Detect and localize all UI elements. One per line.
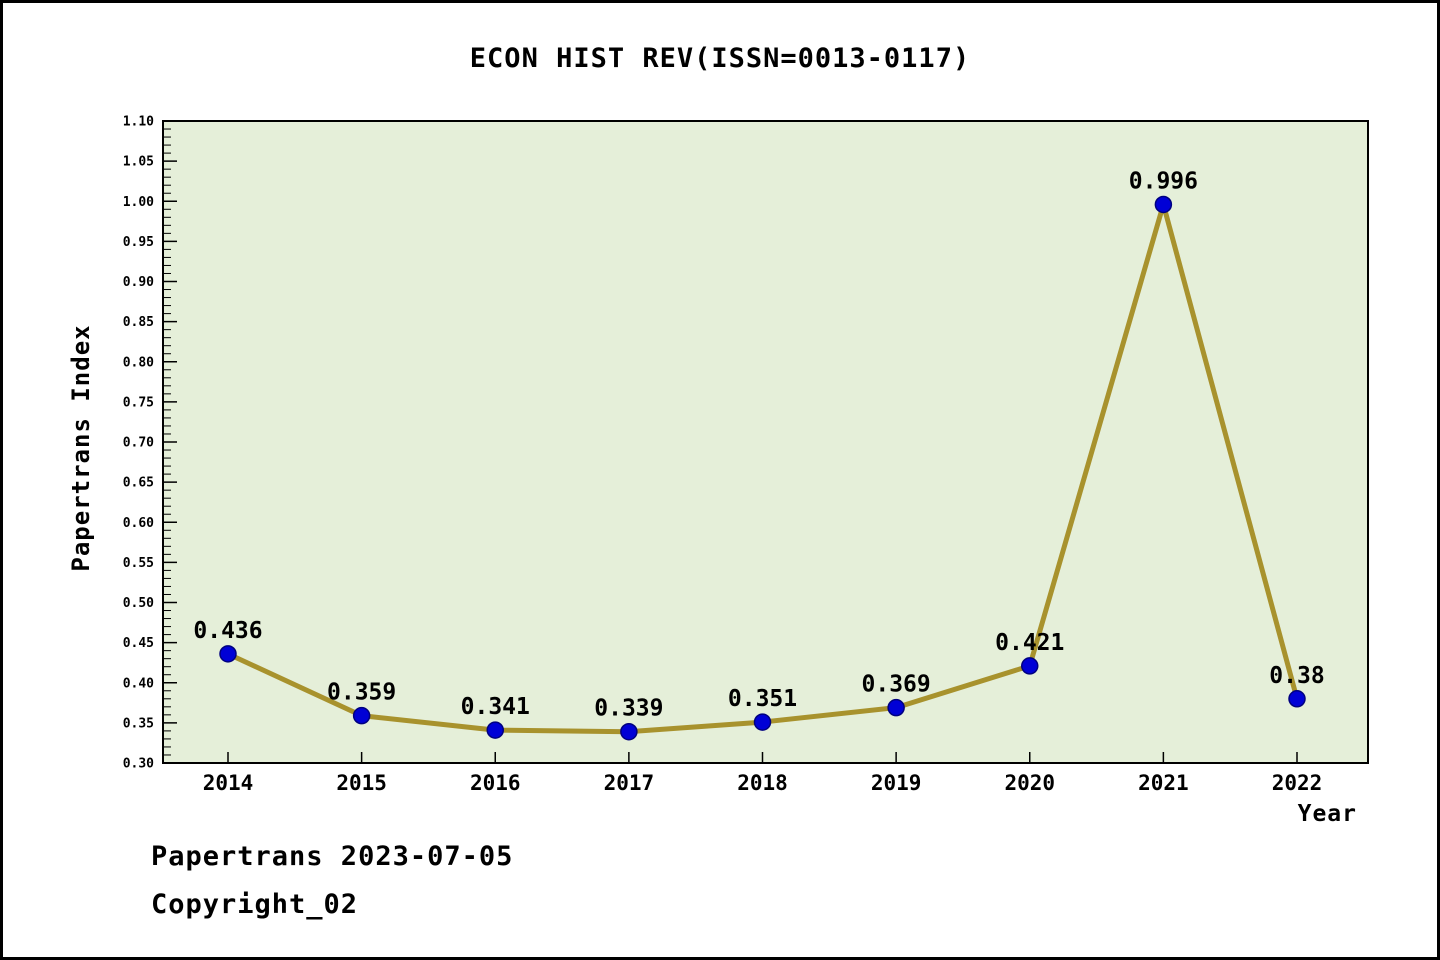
data-point [486, 721, 504, 739]
data-point [1021, 657, 1039, 675]
x-tick-label: 2018 [737, 771, 788, 795]
x-tick-label: 2021 [1138, 771, 1189, 795]
y-tick-label: 0.90 [123, 275, 154, 290]
data-point [219, 645, 237, 663]
y-tick-label: 0.85 [123, 315, 154, 330]
y-tick-label: 1.00 [123, 195, 154, 210]
y-tick-label: 1.10 [123, 115, 154, 130]
data-point-label: 0.341 [461, 694, 530, 720]
y-tick-label: 1.05 [123, 155, 154, 170]
x-tick-label: 2020 [1004, 771, 1055, 795]
y-tick-label: 0.75 [123, 395, 154, 410]
chart-title: ECON HIST REV(ISSN=0013-0117) [469, 43, 971, 74]
data-point [620, 722, 638, 741]
plot-background [162, 120, 1369, 764]
footer-papertrans-date: Papertrans 2023-07-05 [151, 841, 514, 872]
data-point-label: 0.359 [327, 680, 396, 706]
footer-copyright: Copyright_02 [151, 889, 359, 920]
data-point [1288, 690, 1306, 708]
data-point-label: 0.421 [995, 630, 1064, 656]
x-tick-label: 2015 [336, 771, 387, 795]
y-tick-label: 0.30 [123, 757, 154, 772]
data-point [887, 698, 905, 717]
data-point-label: 0.369 [862, 672, 931, 698]
y-tick-label: 0.50 [123, 596, 154, 611]
y-tick-label: 0.70 [123, 436, 154, 451]
data-point-label: 0.38 [1269, 663, 1324, 689]
plot-canvas: 0.30 0.35 0.40 0.45 0.50 0.55 0.60 0.65 0.70 0.75… [123, 115, 1369, 795]
y-tick-label: 0.95 [123, 235, 154, 250]
data-point [753, 713, 772, 731]
y-tick-label: 0.80 [123, 355, 154, 370]
data-point-label: 0.339 [594, 696, 663, 722]
x-axis-label: Year [1297, 801, 1357, 827]
x-tick-label: 2019 [871, 771, 922, 795]
y-tick-label: 0.45 [123, 636, 154, 651]
data-point [352, 706, 371, 725]
x-tick-label: 2014 [203, 771, 254, 795]
x-tick-label: 2017 [604, 771, 655, 795]
data-point-label: 0.436 [193, 618, 262, 644]
data-point-label: 0.996 [1129, 168, 1198, 194]
y-tick-label: 0.60 [123, 516, 154, 531]
x-tick-label: 2016 [470, 771, 521, 795]
y-tick-label: 0.40 [123, 676, 154, 691]
y-tick-label: 0.65 [123, 476, 154, 491]
x-tick-label: 2022 [1272, 771, 1323, 795]
data-point [1154, 195, 1173, 214]
y-tick-label: 0.35 [123, 716, 154, 731]
y-tick-label: 0.55 [123, 556, 154, 571]
data-point-label: 0.351 [728, 686, 797, 712]
